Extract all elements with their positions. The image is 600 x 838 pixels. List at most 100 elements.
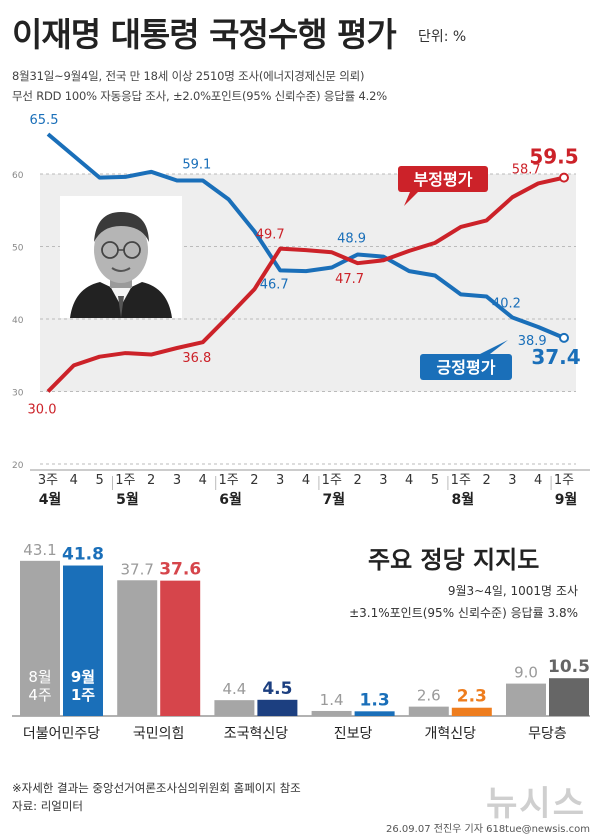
- party-support-bar-chart: 43.1 41.8 더불어민주당 37.7 37.6 국민의힘 4.4 4.5 조국혁신당 1.4…: [12, 541, 590, 742]
- bar-prev: [117, 580, 158, 716]
- x-tick-label: 3: [173, 473, 181, 488]
- series-callout-negative: 부정평가: [398, 166, 488, 206]
- source-label: 자료: 리얼미터: [12, 799, 84, 813]
- bar-value-label: 4.5: [262, 679, 292, 699]
- data-label: 49.7: [256, 228, 285, 243]
- month-label: 4월: [39, 491, 62, 508]
- data-label: 36.8: [182, 351, 211, 366]
- x-tick-label: 1주: [451, 473, 471, 488]
- x-tick-label: 4: [199, 473, 207, 488]
- bar-prev: [20, 560, 60, 716]
- x-tick-label: 1주: [322, 473, 342, 488]
- month-label: 7월: [322, 491, 345, 508]
- x-tick-label: 2: [353, 473, 361, 488]
- bar-value-label: 9.0: [514, 664, 538, 682]
- approval-line-chart: 20 30 40 50 60 65.5 59.1 46.7 48.9 40.2 38.937.4 30…: [12, 113, 590, 508]
- x-tick-label: 4: [302, 473, 310, 488]
- data-label: 48.9: [337, 231, 366, 246]
- x-tick-label: 3: [276, 473, 284, 488]
- callout-box: [398, 166, 488, 192]
- category-label: 무당층: [528, 726, 567, 742]
- bar-legend-label: 4주: [28, 686, 51, 704]
- x-tick-label: 4: [534, 473, 542, 488]
- survey-info-line-1: 8월31일~9월4일, 전국 만 18세 이상 2510명 조사(에너지경제신문…: [12, 69, 365, 83]
- bar-prev: [214, 700, 255, 716]
- series-end-point: [559, 172, 569, 183]
- bar-chart-survey-info-1: 9월3~4일, 1001명 조사: [447, 584, 578, 598]
- data-label: 65.5: [30, 113, 59, 128]
- bar-current: [451, 707, 492, 716]
- bar-legend-label: 9월: [71, 668, 95, 686]
- x-tick-label: 4: [405, 473, 413, 488]
- x-tick-label: 3: [379, 473, 387, 488]
- data-label: 37.4: [531, 345, 580, 369]
- x-tick-label: 2: [482, 473, 490, 488]
- president-portrait: [60, 196, 182, 318]
- x-tick-label: 1주: [115, 473, 135, 488]
- month-label: 8월: [451, 491, 474, 508]
- month-label: 5월: [116, 491, 139, 508]
- x-tick-label: 5: [431, 473, 439, 488]
- bar-value-label: 2.3: [457, 687, 487, 707]
- y-tick-label: 20: [12, 461, 24, 471]
- bar-value-label: 37.7: [120, 560, 153, 578]
- callout-pointer: [480, 340, 508, 354]
- month-label: 6월: [219, 491, 242, 508]
- category-label: 진보당: [334, 726, 373, 742]
- bar-current: [63, 565, 103, 716]
- data-label: 59.1: [182, 158, 211, 173]
- page-title: 이재명 대통령 국정수행 평가: [12, 15, 397, 54]
- bar-current: [354, 711, 395, 716]
- series-callout-positive: 긍정평가: [420, 340, 512, 380]
- x-tick-label: 2: [147, 473, 155, 488]
- bar-value-label: 4.4: [222, 680, 246, 698]
- x-tick-label: 2: [250, 473, 258, 488]
- bar-current: [549, 678, 589, 716]
- bar-current: [257, 699, 298, 716]
- x-tick-label: 3: [508, 473, 516, 488]
- x-tick-label: 5: [95, 473, 103, 488]
- category-label: 더불어민주당: [23, 726, 100, 742]
- x-tick-label: 1주: [554, 473, 574, 488]
- x-tick-label: 1주: [218, 473, 238, 488]
- callout-pointer: [404, 192, 418, 206]
- bar-value-label: 43.1: [23, 541, 56, 559]
- series-name-label: 긍정평가: [437, 358, 496, 377]
- footnote: ※자세한 결과는 중앙선거여론조사심의위원회 홈페이지 참조: [12, 781, 301, 795]
- bar-chart-survey-info-2: ±3.1%포인트(95% 신뢰수준) 응답률 3.8%: [349, 606, 578, 620]
- bar-prev: [408, 706, 449, 716]
- y-tick-label: 60: [12, 171, 24, 181]
- data-label: 38.9: [518, 334, 547, 349]
- bar-value-label: 37.6: [159, 560, 201, 580]
- newsis-watermark: 뉴시스: [486, 784, 586, 824]
- data-label: 30.0: [28, 403, 57, 418]
- data-label: 58.7: [512, 162, 541, 177]
- bar-legend-label: 8월: [28, 668, 51, 686]
- bar-current: [160, 580, 201, 716]
- bar-value-label: 1.3: [360, 690, 390, 710]
- bar-chart-title: 주요 정당 지지도: [368, 546, 540, 574]
- x-tick-label: 4: [70, 473, 78, 488]
- category-label: 국민의힘: [133, 726, 185, 742]
- credit-line: 26.09.07 전진우 기자 618tue@newsis.com: [386, 824, 590, 835]
- bar-legend-label: 1주: [71, 686, 95, 704]
- category-label: 개혁신당: [425, 726, 477, 742]
- unit-label: 단위: %: [418, 29, 467, 45]
- bar-prev: [506, 683, 546, 716]
- bar-prev: [311, 710, 352, 716]
- callout-box: [420, 354, 512, 380]
- y-tick-label: 30: [12, 389, 24, 399]
- x-tick-label: 3주: [38, 473, 58, 488]
- category-label: 조국혁신당: [224, 726, 289, 742]
- bar-value-label: 10.5: [548, 657, 590, 677]
- month-label: 9월: [555, 491, 578, 508]
- y-tick-label: 50: [12, 244, 24, 254]
- data-label: 46.7: [260, 277, 289, 292]
- y-tick-label: 40: [12, 316, 24, 326]
- data-label: 59.5: [529, 145, 578, 169]
- bar-value-label: 1.4: [320, 691, 344, 709]
- bar-value-label: 41.8: [62, 545, 104, 565]
- data-label: 40.2: [492, 297, 521, 312]
- survey-info-line-2: 무선 RDD 100% 자동응답 조사, ±2.0%포인트(95% 신뢰수준) …: [12, 89, 387, 103]
- series-name-label: 부정평가: [414, 170, 473, 189]
